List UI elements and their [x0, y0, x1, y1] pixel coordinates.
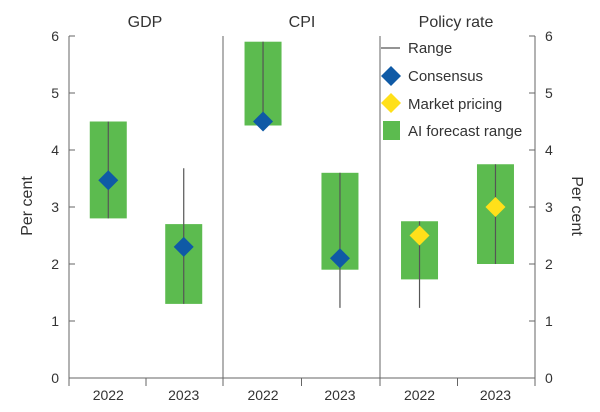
- x-tick-label: 2023: [168, 387, 199, 403]
- market-pricing-marker: [485, 197, 506, 217]
- y-tick-label-left: 1: [51, 313, 59, 329]
- axes: 0 0 1 1 2 2 3 3 4 4 5 5 6 6: [51, 28, 553, 386]
- y-tick-label-right: 0: [545, 370, 553, 386]
- x-tick-label: 2023: [324, 387, 355, 403]
- legend: Range Consensus Market pricing AI foreca…: [381, 40, 522, 140]
- y-axis-label-right: Per cent: [568, 176, 585, 236]
- legend-consensus-diamond: [381, 66, 401, 86]
- consensus-marker: [173, 236, 194, 257]
- y-tick-label-right: 3: [545, 199, 553, 215]
- consensus-marker: [329, 248, 350, 269]
- legend-label-range: Range: [408, 40, 452, 57]
- legend-label-consensus: Consensus: [408, 68, 483, 85]
- panel-title-policy-rate: Policy rate: [419, 14, 494, 31]
- y-tick-label-left: 2: [51, 256, 59, 272]
- legend-market-diamond: [381, 93, 401, 113]
- x-tick-label: 2023: [480, 387, 511, 403]
- panel-titles: GDP CPI Policy rate: [128, 14, 494, 31]
- y-tick-label-left: 5: [51, 85, 59, 101]
- y-tick-label-right: 4: [545, 142, 553, 158]
- y-tick-label-right: 5: [545, 85, 553, 101]
- x-tick-label: 2022: [247, 387, 278, 403]
- legend-label-market-pricing: Market pricing: [408, 96, 502, 113]
- y-tick-label-left: 4: [51, 142, 59, 158]
- y-tick-label-left: 0: [51, 370, 59, 386]
- panel-title-gdp: GDP: [128, 14, 163, 31]
- legend-ai-range-swatch: [383, 121, 400, 140]
- x-tick-label: 2022: [404, 387, 435, 403]
- market-pricing-marker: [409, 225, 430, 246]
- y-tick-label-right: 1: [545, 313, 553, 329]
- consensus-marker: [253, 111, 274, 132]
- y-tick-label-right: 2: [545, 256, 553, 272]
- chart-marks: 2022 2023 2022 2023 2022 2023: [89, 41, 514, 403]
- y-tick-label-left: 6: [51, 28, 59, 44]
- x-tick-label: 2022: [93, 387, 124, 403]
- y-tick-label-right: 6: [545, 28, 553, 44]
- consensus-marker: [98, 170, 119, 191]
- y-axis-label-left: Per cent: [19, 176, 36, 236]
- legend-label-ai-forecast-range: AI forecast range: [408, 123, 522, 140]
- y-tick-label-left: 3: [51, 199, 59, 215]
- panel-title-cpi: CPI: [289, 14, 316, 31]
